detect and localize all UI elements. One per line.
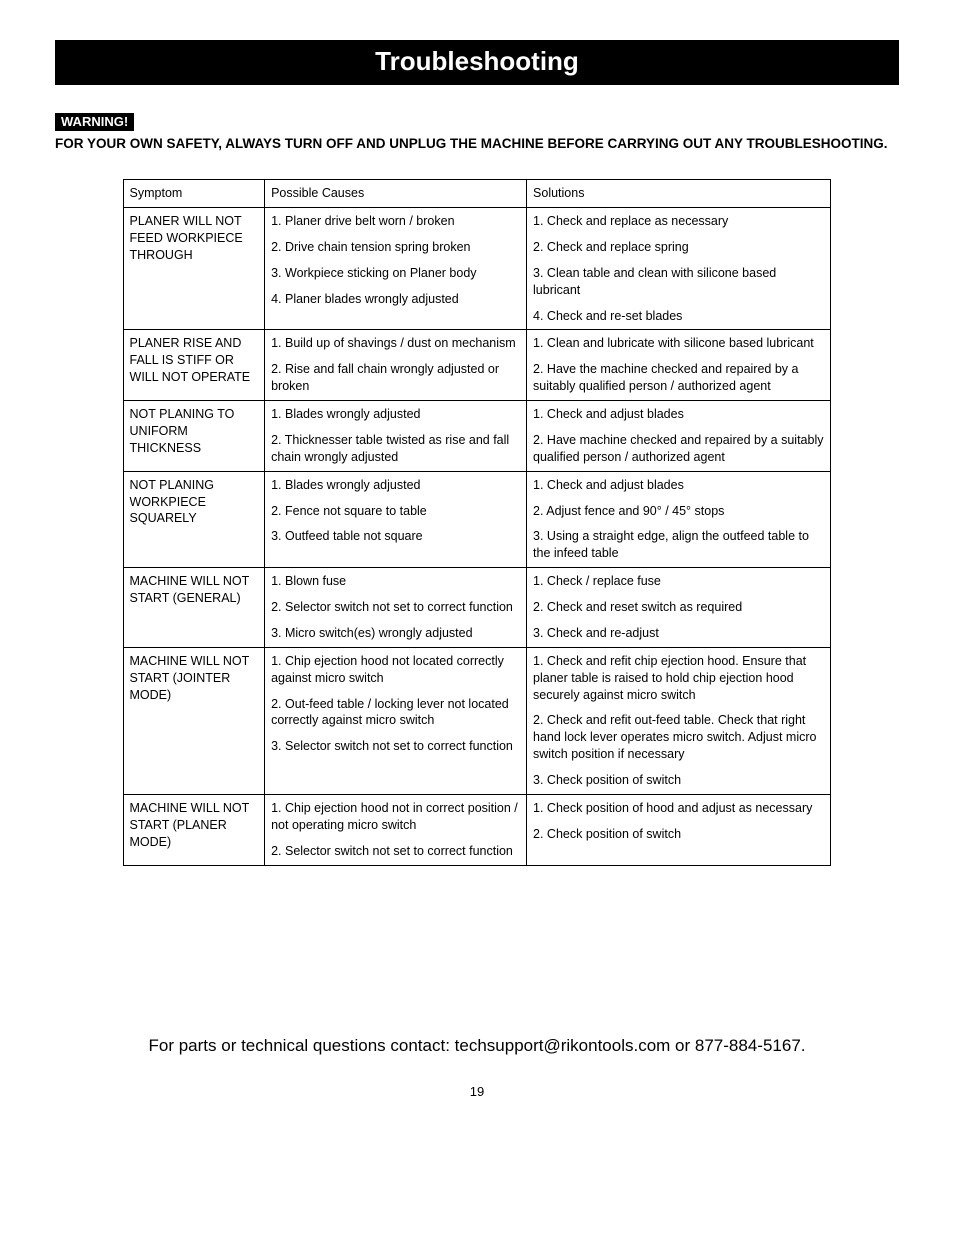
solutions-cell: 1. Check and adjust blades 2. Have machin… (527, 401, 831, 472)
cause-item: 3. Micro switch(es) wrongly adjusted (271, 625, 520, 642)
solution-item: 3. Clean table and clean with silicone b… (533, 265, 824, 299)
solution-item: 2. Have the machine checked and repaired… (533, 361, 824, 395)
solution-item: 1. Check and adjust blades (533, 477, 824, 494)
solution-item: 1. Check and refit chip ejection hood. E… (533, 653, 824, 704)
warning-badge: WARNING! (55, 113, 134, 131)
header-symptom: Symptom (123, 180, 265, 208)
cause-item: 3. Workpiece sticking on Planer body (271, 265, 520, 282)
causes-cell: 1. Blown fuse 2. Selector switch not set … (265, 568, 527, 648)
symptom-cell: MACHINE WILL NOT START (PLANER MODE) (123, 794, 265, 865)
table-row: MACHINE WILL NOT START (PLANER MODE)1. C… (123, 794, 831, 865)
cause-item: 1. Blades wrongly adjusted (271, 477, 520, 494)
solution-item: 2. Check and replace spring (533, 239, 824, 256)
cause-item: 3. Selector switch not set to correct fu… (271, 738, 520, 755)
table-header-row: Symptom Possible Causes Solutions (123, 180, 831, 208)
symptom-cell: NOT PLANING WORKPIECE SQUARELY (123, 471, 265, 568)
cause-item: 1. Blown fuse (271, 573, 520, 590)
solutions-cell: 1. Check / replace fuse 2. Check and rese… (527, 568, 831, 648)
solution-item: 1. Check and replace as necessary (533, 213, 824, 230)
solutions-cell: 1. Check and refit chip ejection hood. E… (527, 647, 831, 794)
page-title: Troubleshooting (55, 40, 899, 85)
solutions-cell: 1. Check position of hood and adjust as … (527, 794, 831, 865)
cause-item: 2. Out-feed table / locking lever not lo… (271, 696, 520, 730)
solution-item: 2. Adjust fence and 90° / 45° stops (533, 503, 824, 520)
solutions-cell: 1. Check and adjust blades 2. Adjust fenc… (527, 471, 831, 568)
symptom-cell: MACHINE WILL NOT START (JOINTER MODE) (123, 647, 265, 794)
symptom-cell: NOT PLANING TO UNIFORM THICKNESS (123, 401, 265, 472)
solution-item: 1. Check and adjust blades (533, 406, 824, 423)
causes-cell: 1. Chip ejection hood not located correc… (265, 647, 527, 794)
table-row: PLANER RISE AND FALL IS STIFF OR WILL NO… (123, 330, 831, 401)
causes-cell: 1. Chip ejection hood not in correct pos… (265, 794, 527, 865)
header-solutions: Solutions (527, 180, 831, 208)
solutions-cell: 1. Clean and lubricate with silicone bas… (527, 330, 831, 401)
table-row: PLANER WILL NOT FEED WORKPIECE THROUGH1.… (123, 208, 831, 330)
cause-item: 4. Planer blades wrongly adjusted (271, 291, 520, 308)
cause-item: 1. Chip ejection hood not located correc… (271, 653, 520, 687)
solution-item: 1. Check position of hood and adjust as … (533, 800, 824, 817)
solution-item: 4. Check and re-set blades (533, 308, 824, 325)
solutions-cell: 1. Check and replace as necessary 2. Chec… (527, 208, 831, 330)
page-number: 19 (55, 1084, 899, 1099)
header-causes: Possible Causes (265, 180, 527, 208)
solution-item: 2. Check and reset switch as required (533, 599, 824, 616)
solution-item: 2. Check position of switch (533, 826, 824, 843)
solution-item: 3. Check position of switch (533, 772, 824, 789)
symptom-cell: MACHINE WILL NOT START (GENERAL) (123, 568, 265, 648)
symptom-cell: PLANER WILL NOT FEED WORKPIECE THROUGH (123, 208, 265, 330)
footer-contact: For parts or technical questions contact… (55, 1036, 899, 1056)
cause-item: 2. Fence not square to table (271, 503, 520, 520)
solution-item: 3. Check and re-adjust (533, 625, 824, 642)
solution-item: 1. Check / replace fuse (533, 573, 824, 590)
cause-item: 2. Selector switch not set to correct fu… (271, 843, 520, 860)
solution-item: 2. Check and refit out-feed table. Check… (533, 712, 824, 763)
cause-item: 1. Chip ejection hood not in correct pos… (271, 800, 520, 834)
table-row: MACHINE WILL NOT START (JOINTER MODE)1. … (123, 647, 831, 794)
table-row: MACHINE WILL NOT START (GENERAL)1. Blown… (123, 568, 831, 648)
causes-cell: 1. Planer drive belt worn / broken 2. Dri… (265, 208, 527, 330)
cause-item: 3. Outfeed table not square (271, 528, 520, 545)
symptom-cell: PLANER RISE AND FALL IS STIFF OR WILL NO… (123, 330, 265, 401)
solution-item: 2. Have machine checked and repaired by … (533, 432, 824, 466)
cause-item: 2. Drive chain tension spring broken (271, 239, 520, 256)
warning-text: FOR YOUR OWN SAFETY, ALWAYS TURN OFF AND… (55, 135, 899, 153)
cause-item: 2. Thicknesser table twisted as rise and… (271, 432, 520, 466)
cause-item: 1. Planer drive belt worn / broken (271, 213, 520, 230)
solution-item: 3. Using a straight edge, align the outf… (533, 528, 824, 562)
table-row: NOT PLANING WORKPIECE SQUARELY1. Blades … (123, 471, 831, 568)
troubleshooting-table: Symptom Possible Causes Solutions PLANER… (123, 179, 832, 865)
causes-cell: 1. Blades wrongly adjusted 2. Thicknesser… (265, 401, 527, 472)
cause-item: 2. Selector switch not set to correct fu… (271, 599, 520, 616)
causes-cell: 1. Blades wrongly adjusted 2. Fence not s… (265, 471, 527, 568)
cause-item: 1. Blades wrongly adjusted (271, 406, 520, 423)
table-row: NOT PLANING TO UNIFORM THICKNESS1. Blade… (123, 401, 831, 472)
causes-cell: 1. Build up of shavings / dust on mechan… (265, 330, 527, 401)
cause-item: 1. Build up of shavings / dust on mechan… (271, 335, 520, 352)
solution-item: 1. Clean and lubricate with silicone bas… (533, 335, 824, 352)
cause-item: 2. Rise and fall chain wrongly adjusted … (271, 361, 520, 395)
